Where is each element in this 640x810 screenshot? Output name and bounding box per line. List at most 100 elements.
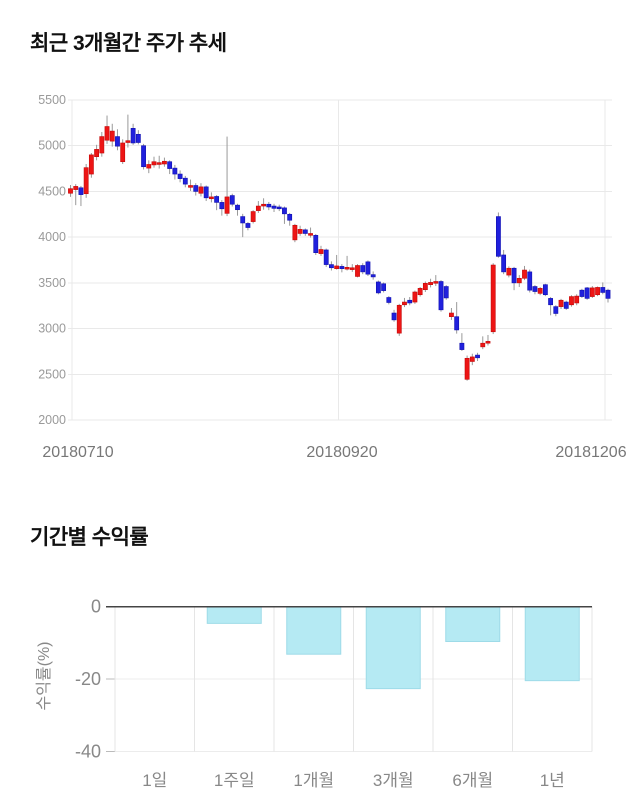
candle-up bbox=[109, 130, 115, 142]
candle-down bbox=[214, 196, 220, 203]
candle-down bbox=[302, 229, 308, 234]
candle-down bbox=[271, 205, 277, 209]
candle-down bbox=[542, 284, 548, 296]
candle-up bbox=[412, 291, 418, 303]
candle-up bbox=[506, 267, 512, 276]
candle-down bbox=[282, 207, 287, 215]
candle-up bbox=[595, 287, 600, 296]
candle-up bbox=[589, 287, 595, 297]
candle-up bbox=[120, 142, 126, 163]
return-bar bbox=[286, 606, 342, 655]
candle-down bbox=[563, 301, 569, 309]
candle-down bbox=[375, 281, 381, 294]
candle-up bbox=[396, 304, 402, 334]
candle-down bbox=[219, 202, 225, 210]
candle-down bbox=[329, 264, 334, 269]
candle-down bbox=[496, 216, 501, 257]
candle-down bbox=[370, 274, 376, 278]
candle-down bbox=[511, 267, 517, 284]
candle-down bbox=[141, 145, 146, 168]
category-label: 1주일 bbox=[214, 771, 255, 790]
candle-up bbox=[308, 233, 313, 236]
candle-up bbox=[428, 282, 433, 285]
candle-up bbox=[402, 301, 407, 306]
candle-down bbox=[584, 287, 590, 299]
candle-down bbox=[235, 204, 240, 211]
candle-up bbox=[569, 296, 574, 306]
return-bar bbox=[445, 606, 501, 643]
candle-up bbox=[318, 249, 324, 254]
candle-down bbox=[240, 216, 246, 224]
candle-up bbox=[522, 269, 527, 279]
candle-down bbox=[553, 306, 559, 314]
candle-down bbox=[454, 316, 460, 331]
candle-up bbox=[146, 164, 152, 169]
candle-down bbox=[381, 283, 387, 291]
x-axis-date-label: 20180920 bbox=[306, 444, 377, 461]
x-axis-date-label: 20180710 bbox=[42, 444, 113, 461]
candle-down bbox=[532, 286, 538, 292]
candle-down bbox=[177, 173, 183, 179]
candle-up bbox=[349, 267, 355, 270]
candle-up bbox=[156, 162, 162, 165]
category-label: 1년 bbox=[540, 771, 565, 790]
candle-up bbox=[469, 356, 475, 362]
candle-down bbox=[605, 289, 611, 299]
price-candlestick-chart: 5500 5000 4500 4000 3500 3000 2500 2000 20180710… bbox=[38, 93, 627, 461]
category-label: 6개월 bbox=[452, 771, 493, 790]
candle-down bbox=[229, 195, 235, 205]
candle-down bbox=[193, 185, 199, 192]
return-bar bbox=[206, 606, 262, 624]
candle-up bbox=[94, 149, 99, 157]
y-axis-tick-label: 2000 bbox=[38, 413, 66, 427]
candle-up bbox=[292, 224, 298, 241]
candle-down bbox=[135, 133, 141, 143]
candle-down bbox=[548, 298, 553, 306]
period-returns-bar-chart: 0 -20 -40 1일 1주일 1개월 3개월 6개월 1년 수익률(%) bbox=[35, 597, 593, 790]
candle-down bbox=[527, 271, 533, 291]
candle-down bbox=[600, 287, 606, 293]
candle-up bbox=[261, 203, 266, 207]
candle-down bbox=[339, 266, 345, 269]
category-label: 1개월 bbox=[293, 771, 334, 790]
return-bar bbox=[524, 606, 580, 682]
candle-up bbox=[73, 186, 79, 190]
candle-up bbox=[574, 295, 580, 304]
candle-up bbox=[558, 299, 564, 307]
y-axis-tick-label: -40 bbox=[75, 742, 101, 762]
candle-up bbox=[104, 126, 110, 141]
return-bar bbox=[365, 606, 421, 690]
candle-down bbox=[386, 297, 392, 303]
y-axis-tick-label: 2500 bbox=[38, 367, 66, 381]
candle-up bbox=[68, 188, 73, 194]
returns-chart-title: 기간별 수익률 bbox=[30, 526, 149, 549]
candle-up bbox=[355, 265, 360, 277]
candle-up bbox=[88, 154, 94, 175]
candle-up bbox=[151, 161, 157, 166]
candle-down bbox=[475, 354, 480, 359]
candle-up bbox=[433, 281, 439, 284]
candle-up bbox=[490, 264, 496, 333]
candle-down bbox=[313, 235, 319, 253]
candle-up bbox=[417, 288, 423, 296]
candle-down bbox=[276, 206, 282, 210]
candle-up bbox=[537, 288, 543, 294]
candle-down bbox=[443, 286, 449, 299]
candle-up bbox=[162, 160, 167, 165]
candle-down bbox=[203, 186, 209, 199]
candle-up bbox=[125, 140, 131, 143]
candle-down bbox=[459, 342, 465, 350]
candle-down bbox=[287, 213, 293, 221]
candle-up bbox=[480, 342, 486, 348]
y-axis-title: 수익률(%) bbox=[35, 641, 53, 710]
candle-down bbox=[438, 281, 444, 311]
candle-down bbox=[365, 261, 371, 275]
category-label: 1일 bbox=[142, 771, 167, 790]
y-axis-tick-label: 5000 bbox=[38, 139, 66, 153]
y-axis-tick-label: -20 bbox=[75, 669, 101, 689]
candle-down bbox=[78, 187, 84, 195]
candle-down bbox=[391, 312, 397, 321]
candle-up bbox=[297, 229, 303, 234]
candle-up bbox=[485, 341, 491, 344]
